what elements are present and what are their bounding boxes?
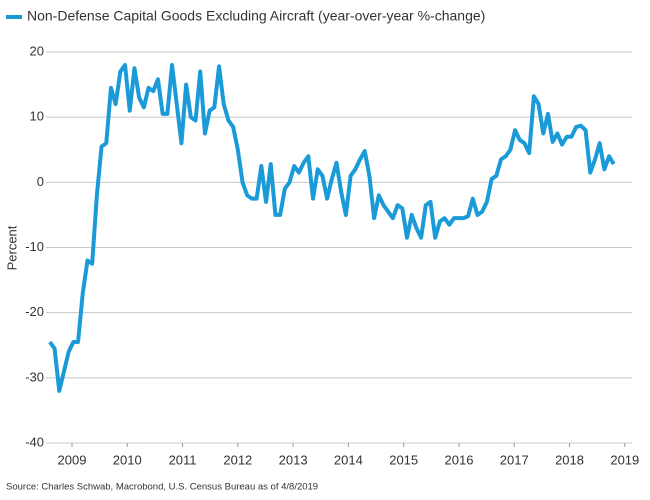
x-tick-label: 2014 [334,452,363,467]
y-axis-label: Percent [4,225,19,270]
x-tick-label: 2013 [279,452,308,467]
source-note: Source: Charles Schwab, Macrobond, U.S. … [6,482,318,493]
x-tick-label: 2012 [223,452,252,467]
x-tick-label: 2009 [58,452,87,467]
y-tick-label: -40 [25,434,44,449]
y-tick-label: -30 [25,369,44,384]
y-tick-label: 0 [37,174,44,189]
x-tick-label: 2016 [445,452,474,467]
y-tick-label: -20 [25,304,44,319]
y-tick-label: 20 [30,43,44,58]
x-tick-label: 2010 [113,452,142,467]
y-tick-label: -10 [25,239,44,254]
y-tick-label: 10 [30,109,44,124]
legend-label: Non-Defense Capital Goods Excluding Airc… [27,8,485,24]
x-tick-label: 2018 [555,452,584,467]
data-line [48,63,616,393]
x-tick-label: 2011 [169,452,197,467]
x-tick-label: 2017 [500,452,529,467]
x-tick-label: 2015 [389,452,418,467]
x-tick-label: 2019 [610,452,639,467]
